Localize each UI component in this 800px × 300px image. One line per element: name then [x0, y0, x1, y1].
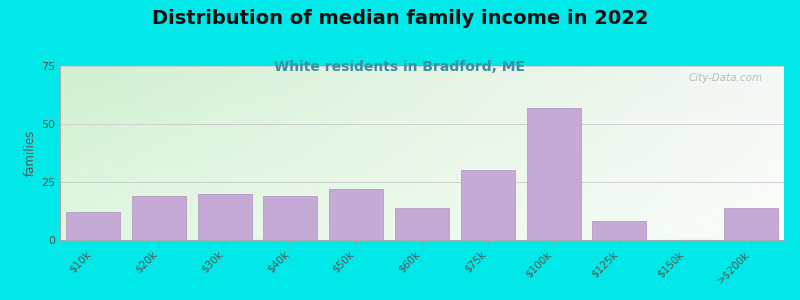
Bar — [198, 194, 251, 240]
Bar — [395, 208, 449, 240]
Text: City-Data.com: City-Data.com — [688, 73, 762, 83]
Bar — [132, 196, 186, 240]
Bar — [263, 196, 318, 240]
Bar — [724, 208, 778, 240]
Text: White residents in Bradford, ME: White residents in Bradford, ME — [274, 60, 526, 74]
Y-axis label: families: families — [24, 130, 37, 176]
Bar — [329, 189, 383, 240]
Bar — [461, 170, 515, 240]
Bar — [593, 221, 646, 240]
Text: Distribution of median family income in 2022: Distribution of median family income in … — [152, 9, 648, 28]
Bar — [66, 212, 120, 240]
Bar — [526, 108, 581, 240]
